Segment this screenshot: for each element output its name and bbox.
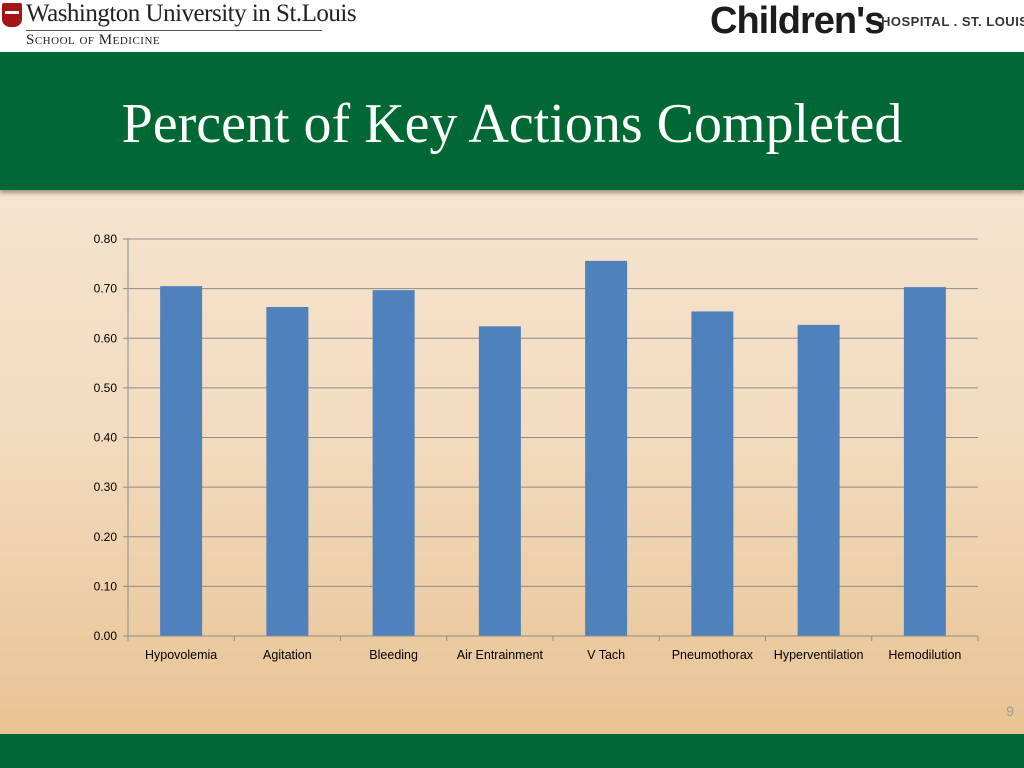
childrens-hospital-logo: Children's HOSPITAL . ST. LOUIS <box>708 0 1024 48</box>
x-tick-label: V Tach <box>587 648 625 662</box>
y-tick-label: 0.50 <box>94 381 118 395</box>
x-tick-label: Hypovolemia <box>145 648 217 662</box>
bar-hemodilution <box>903 287 946 636</box>
y-tick-label: 0.00 <box>94 629 118 643</box>
x-tick-label: Hemodilution <box>888 648 961 662</box>
childrens-logo-name: Children's <box>710 0 885 42</box>
x-tick-label: Bleeding <box>369 648 418 662</box>
x-tick-label: Air Entrainment <box>457 648 544 662</box>
washu-shield-icon <box>2 3 22 27</box>
washu-logo: Washington University in St.Louis School… <box>0 0 357 50</box>
washu-logo-rule <box>26 30 322 31</box>
bar-hypovolemia <box>160 286 203 636</box>
y-tick-label: 0.70 <box>94 282 118 296</box>
y-tick-label: 0.80 <box>94 232 118 246</box>
page-number: 9 <box>1006 703 1014 719</box>
bar-hyperventilation <box>797 324 840 636</box>
y-tick-label: 0.60 <box>94 331 118 345</box>
bar-bleeding <box>372 290 415 636</box>
x-tick-labels: Hypovolemia Agitation Bleeding Air Entrainm… <box>145 648 961 662</box>
gridlines <box>128 238 978 587</box>
bar-chart: 0.00 0.10 0.20 0.30 0.40 0.50 0.60 0.70 0.80 Hyp… <box>94 232 979 662</box>
bar-agitation <box>266 306 309 636</box>
bar-air-entrainment <box>478 326 521 636</box>
y-tick-labels: 0.00 0.10 0.20 0.30 0.40 0.50 0.60 0.70 0.80 <box>94 232 118 643</box>
washu-logo-name: Washington University in St.Louis <box>26 0 357 27</box>
x-tick-label: Hyperventilation <box>774 648 864 662</box>
y-tick-label: 0.30 <box>94 480 118 494</box>
logo-bar: Washington University in St.Louis School… <box>0 0 1024 52</box>
bar-pneumothorax <box>691 311 734 636</box>
x-tick-label: Agitation <box>263 648 312 662</box>
slide-title: Percent of Key Actions Completed <box>121 93 903 155</box>
x-tick-label: Pneumothorax <box>672 648 754 662</box>
y-tick-label: 0.20 <box>94 530 118 544</box>
y-tick-label: 0.40 <box>94 431 118 445</box>
bar-v-tach <box>585 260 628 636</box>
bars <box>160 260 946 636</box>
washu-logo-subtitle: School of Medicine <box>26 32 161 48</box>
bottom-band <box>0 734 1024 768</box>
y-tick-label: 0.10 <box>94 579 118 593</box>
childrens-logo-suffix: HOSPITAL . ST. LOUIS <box>881 14 1024 29</box>
title-band: Percent of Key Actions Completed <box>0 52 1024 190</box>
axes <box>123 238 979 641</box>
